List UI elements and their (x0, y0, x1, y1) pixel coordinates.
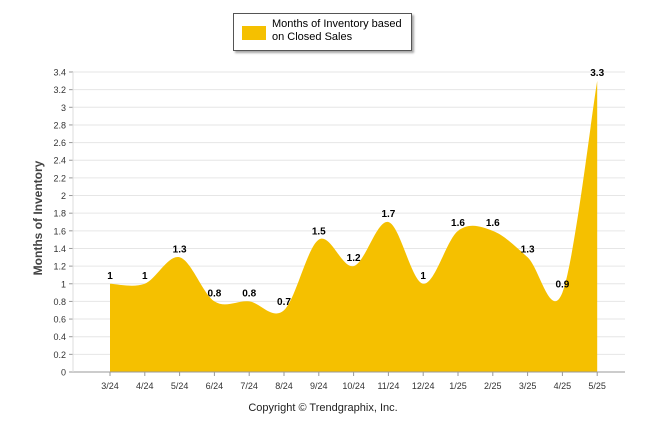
data-label: 1 (420, 271, 426, 282)
y-tick-label: 1.2 (53, 262, 66, 272)
x-tick-label: 4/25 (554, 381, 572, 391)
data-label: 1.6 (451, 218, 465, 229)
y-tick-label: 3.4 (53, 68, 66, 78)
y-tick-label: 0.2 (53, 350, 66, 360)
data-label: 1.6 (486, 218, 500, 229)
data-label: 1 (107, 271, 113, 282)
x-tick-label: 6/24 (206, 381, 224, 391)
data-label: 0.8 (242, 288, 256, 299)
area-series (110, 80, 598, 372)
y-tick-label: 2 (61, 191, 66, 201)
data-label: 1.7 (381, 209, 395, 220)
y-tick-label: 1.4 (53, 244, 66, 254)
y-tick-label: 2.6 (53, 138, 66, 148)
data-label: 1.5 (312, 227, 326, 238)
axes: 0 0.2 0.4 0.6 0.8 1 1.2 1.4 1.6 1.8 2 2.2 2.4 2.6 2.8 3… (53, 68, 625, 391)
data-label: 3.3 (590, 68, 604, 79)
y-tick-label: 1 (61, 279, 66, 289)
area-fill (110, 80, 598, 372)
y-tick-label: 1.6 (53, 226, 66, 236)
x-tick-label: 3/25 (519, 381, 537, 391)
x-tick-label: 5/25 (588, 381, 606, 391)
y-axis-title: Months of Inventory (31, 160, 45, 276)
legend-label: Months of Inventory based on Closed Sale… (272, 18, 402, 43)
y-tick-label: 1.8 (53, 209, 66, 219)
y-tick-label: 0.6 (53, 315, 66, 325)
y-tick-label: 2.4 (53, 156, 66, 166)
y-tick-label: 0.8 (53, 297, 66, 307)
x-tick-label: 3/24 (101, 381, 119, 391)
x-tick-label: 5/24 (171, 381, 189, 391)
y-tick-label: 0 (61, 368, 66, 378)
y-tick-label: 3.2 (53, 85, 66, 95)
x-tick-label: 4/24 (136, 381, 154, 391)
x-tick-label: 2/25 (484, 381, 502, 391)
y-tick-label: 0.4 (53, 332, 66, 342)
data-label: 1 (142, 271, 148, 282)
data-label: 0.8 (207, 288, 221, 299)
data-label: 1.2 (347, 253, 361, 264)
data-labels: 1 1 1.3 0.8 0.8 0.7 1.5 1.2 1.7 1 1.6 1.6 1.3 0.9 3.3 (107, 68, 604, 308)
y-tick-label: 2.2 (53, 173, 66, 183)
data-label: 0.7 (277, 297, 291, 308)
data-label: 0.9 (555, 280, 569, 291)
x-tick-label: 1/25 (449, 381, 467, 391)
x-tick-label: 10/24 (342, 381, 365, 391)
x-tick-label: 11/24 (377, 381, 399, 391)
y-tick-label: 3 (61, 103, 66, 113)
legend: Months of Inventory based on Closed Sale… (233, 13, 412, 51)
x-tick-label: 12/24 (412, 381, 435, 391)
data-label: 1.3 (521, 244, 535, 255)
x-tick-label: 8/24 (275, 381, 293, 391)
y-tick-label: 2.8 (53, 120, 66, 130)
data-label: 1.3 (173, 244, 187, 255)
x-tick-label: 7/24 (240, 381, 258, 391)
copyright-text: Copyright © Trendgraphix, Inc. (248, 402, 398, 414)
x-tick-label: 9/24 (310, 381, 328, 391)
legend-swatch (242, 26, 266, 40)
